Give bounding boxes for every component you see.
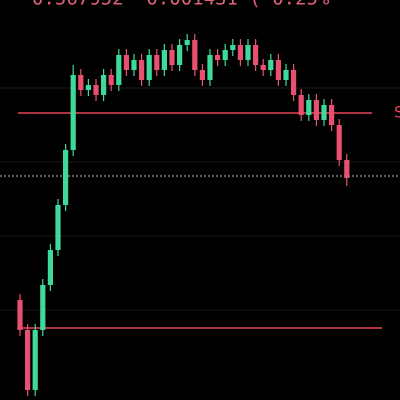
candle-body bbox=[85, 85, 91, 90]
candle-body bbox=[321, 105, 327, 120]
candle-body bbox=[47, 250, 53, 285]
candle-body bbox=[70, 75, 76, 150]
candle-body bbox=[199, 70, 205, 80]
candle-body bbox=[184, 40, 190, 45]
side-label: S bbox=[394, 103, 400, 122]
candle-body bbox=[329, 105, 335, 125]
price-header: 0.567952 -0.001431 (-0.25% bbox=[32, 0, 330, 10]
candle-body bbox=[32, 330, 38, 390]
candle-body bbox=[207, 55, 213, 80]
candle-body bbox=[215, 55, 221, 60]
candle-body bbox=[268, 60, 274, 70]
candle-body bbox=[291, 70, 297, 95]
candle-body bbox=[116, 55, 122, 85]
candle-body bbox=[283, 70, 289, 80]
candle-body bbox=[154, 55, 160, 70]
candle-body bbox=[101, 75, 107, 95]
candle-body bbox=[40, 285, 46, 330]
candle-body bbox=[245, 45, 251, 60]
candle-body bbox=[55, 205, 61, 250]
candle-body bbox=[253, 45, 259, 65]
candle-body bbox=[93, 85, 99, 95]
candle-body bbox=[17, 300, 23, 330]
candle-body bbox=[192, 40, 198, 70]
candle-body bbox=[25, 330, 31, 390]
candle-body bbox=[78, 75, 84, 90]
candle-body bbox=[313, 100, 319, 120]
candle-body bbox=[230, 45, 236, 50]
candle-body bbox=[123, 55, 129, 70]
candle-body bbox=[131, 60, 137, 70]
candle-body bbox=[146, 55, 152, 80]
candle-body bbox=[177, 45, 183, 65]
candle-body bbox=[237, 45, 243, 60]
candle-body bbox=[108, 75, 114, 85]
candle-body bbox=[298, 95, 304, 115]
candle-body bbox=[344, 160, 350, 178]
candle-body bbox=[169, 50, 175, 65]
candle-body bbox=[260, 65, 266, 70]
candle-body bbox=[306, 100, 312, 115]
candle-body bbox=[222, 50, 228, 60]
candle-body bbox=[336, 125, 342, 160]
candle-body bbox=[161, 50, 167, 70]
candle-body bbox=[63, 150, 69, 205]
candle-body bbox=[139, 60, 145, 80]
candle-body bbox=[275, 60, 281, 80]
